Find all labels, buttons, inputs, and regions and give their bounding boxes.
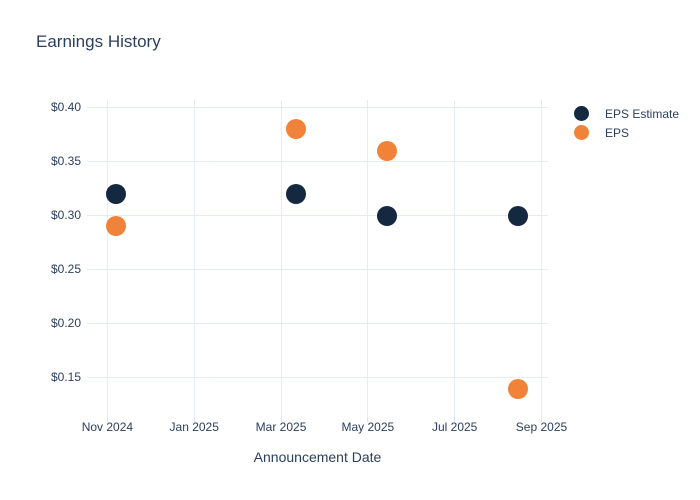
- data-point-eps-0[interactable]: [105, 216, 126, 237]
- y-tick-label: $0.30: [50, 208, 81, 222]
- y-gridline: [87, 215, 548, 216]
- y-tick-label: $0.15: [50, 370, 81, 385]
- y-gridline: [87, 269, 548, 271]
- data-point-eps-2[interactable]: [376, 140, 397, 161]
- y-gridline: [87, 106, 548, 108]
- legend-item-eps-estimate[interactable]: EPS Estimate: [574, 104, 679, 123]
- x-tick-mark: [106, 417, 108, 422]
- x-tick-label: Mar 2025: [255, 420, 307, 434]
- legend-label-eps-estimate: EPS Estimate: [605, 106, 680, 121]
- x-gridline: [454, 100, 456, 417]
- x-gridline: [540, 100, 542, 417]
- data-point-eps-estimate-3[interactable]: [507, 205, 528, 226]
- data-point-eps-estimate-2[interactable]: [376, 205, 397, 226]
- x-gridline: [193, 100, 195, 417]
- plot-area[interactable]: [87, 100, 548, 417]
- x-tick-mark: [193, 417, 195, 422]
- y-tick-label: $0.35: [50, 153, 81, 168]
- x-tick-label: Sep 2025: [515, 420, 568, 434]
- x-gridline: [106, 100, 108, 417]
- y-tick-label: $0.40: [50, 99, 81, 114]
- legend-item-eps[interactable]: EPS: [574, 123, 679, 142]
- x-tick-mark: [367, 417, 369, 422]
- data-point-eps-1[interactable]: [286, 118, 307, 139]
- y-gridline: [87, 323, 548, 325]
- data-point-eps-estimate-0[interactable]: [105, 183, 126, 204]
- y-tick-label: $0.25: [50, 262, 81, 277]
- y-gridline: [87, 160, 548, 162]
- eps-marker-icon: [574, 125, 589, 140]
- x-axis-title: Announcement Date: [253, 449, 382, 465]
- x-gridline: [367, 100, 369, 417]
- eps-estimate-marker-icon: [574, 106, 589, 121]
- data-point-eps-3[interactable]: [507, 378, 528, 399]
- x-tick-mark: [454, 417, 456, 422]
- x-tick-label: Nov 2024: [81, 420, 134, 434]
- chart-title: Earnings History: [36, 32, 161, 51]
- x-tick-label: Jan 2025: [169, 420, 219, 434]
- y-gridline: [87, 377, 548, 379]
- y-tick-label: $0.20: [50, 316, 81, 331]
- x-tick-mark: [280, 417, 282, 422]
- x-tick-mark: [540, 417, 542, 422]
- x-gridline: [280, 100, 282, 417]
- x-tick-label: Jul 2025: [431, 420, 478, 434]
- legend-label-eps: EPS: [605, 125, 630, 140]
- data-point-eps-estimate-1[interactable]: [286, 183, 307, 204]
- x-tick-label: May 2025: [341, 420, 395, 434]
- legend: EPS Estimate EPS: [574, 104, 679, 142]
